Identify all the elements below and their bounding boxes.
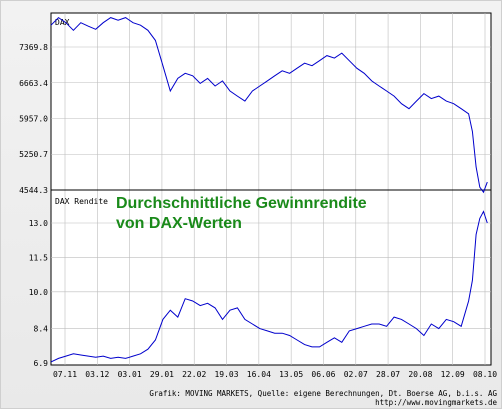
- series-line-dax: [50, 16, 488, 194]
- credit-url[interactable]: http://www.movingmarkets.de: [375, 398, 497, 407]
- panel-label-dax: DAX: [55, 18, 70, 27]
- x-tick-label: 02.07: [344, 370, 368, 379]
- x-tick-label: 08.10: [473, 370, 497, 379]
- x-tick-label: 16.04: [247, 370, 271, 379]
- panel-label-rendite: DAX Rendite: [55, 197, 108, 206]
- x-tick-label: 28.07: [376, 370, 400, 379]
- x-tick-label: 19.03: [214, 370, 238, 379]
- x-tick-label: 29.01: [150, 370, 174, 379]
- grid-lines: [51, 13, 491, 365]
- x-axis-ticks: 07.11 03.12 03.01 29.01 22.02 19.03 16.04 13.05…: [53, 370, 497, 379]
- y-tick-label: 4544.3: [19, 186, 48, 195]
- y-tick-label: 11.5: [29, 253, 48, 262]
- y-tick-label: 5957.0: [19, 115, 48, 124]
- y-tick-label: 6.9: [34, 359, 49, 368]
- x-tick-label: 20.08: [408, 370, 432, 379]
- y-tick-label: 10.0: [29, 288, 48, 297]
- y-tick-label: 8.4: [34, 325, 49, 334]
- x-tick-label: 03.01: [118, 370, 142, 379]
- plot-area: [50, 12, 492, 366]
- x-tick-label: 22.02: [182, 370, 206, 379]
- x-tick-label: 07.11: [53, 370, 77, 379]
- y-axis-ticks-top: 7369.8 6663.4 5957.0 5250.7 4544.3: [19, 43, 48, 195]
- y-tick-label: 7369.8: [19, 43, 48, 52]
- y-tick-label: 6663.4: [19, 79, 48, 88]
- overlay-title-line1: Durchschnittliche Gewinnrendite: [116, 195, 367, 212]
- credit-line: Grafik: MOVING MARKETS, Quelle: eigene B…: [149, 389, 497, 398]
- y-tick-label: 5250.7: [19, 150, 48, 159]
- overlay-title-line2: von DAX-Werten: [116, 215, 242, 232]
- y-axis-ticks-bottom: 13.0 11.5 10.0 8.4 6.9: [29, 219, 48, 368]
- series-line-rendite: [50, 210, 488, 363]
- x-tick-label: 12.09: [441, 370, 465, 379]
- x-tick-label: 06.06: [311, 370, 335, 379]
- x-tick-label: 03.12: [85, 370, 109, 379]
- y-tick-label: 13.0: [29, 219, 48, 228]
- x-tick-label: 13.05: [279, 370, 303, 379]
